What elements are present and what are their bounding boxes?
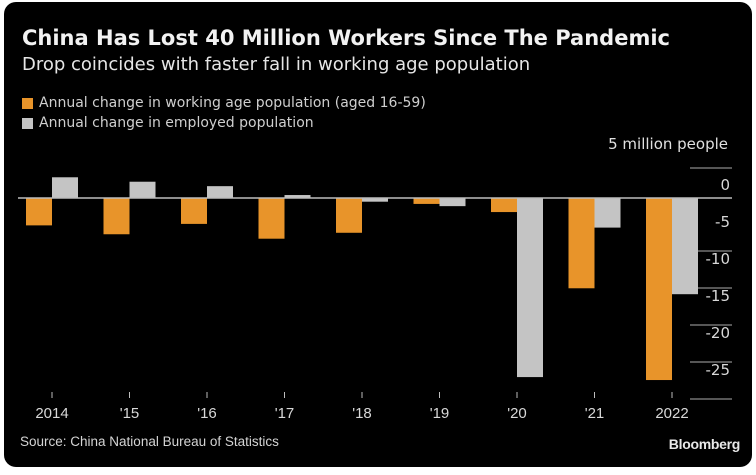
bar-employed [207,186,233,198]
legend-swatch-gray [22,117,33,129]
bar-working-age [258,198,285,239]
bar-employed [52,177,78,198]
chart-card: China Has Lost 40 Million Workers Since … [4,2,752,467]
legend-label: Annual change in employed population [39,115,314,131]
bar-employed [362,198,388,202]
chart-subtitle: Drop coincides with faster fall in worki… [22,54,531,75]
y-tick-label: -15 [706,287,731,305]
x-tick-label: '15 [120,405,140,422]
y-tick-label: -20 [706,324,731,342]
bar-working-age [491,198,517,213]
bar-employed [439,198,466,207]
bar-employed [517,198,543,378]
bar-working-age [103,198,130,235]
bar-working-age [181,198,207,224]
y-tick-label: -10 [706,250,731,268]
bar-working-age [568,198,595,289]
bar-working-age [336,198,362,233]
x-tick-label: 2014 [35,405,68,422]
x-tick-label: '17 [275,405,295,422]
bar-working-age [413,198,440,204]
y-tick-label: 0 [720,176,730,194]
legend-item-employed: Annual change in employed population [22,113,426,133]
x-tick-label: '20 [507,405,527,422]
chart-title: China Has Lost 40 Million Workers Since … [22,26,670,50]
x-tick-label: '18 [352,405,372,422]
x-tick-label: '19 [430,405,450,422]
bar-chart: 0 -5 -10 -15 -20 -25 2014 '15 '16 '17 '18 '19 '20 '21… [18,167,732,422]
bar-employed [672,198,698,295]
legend: Annual change in working age population … [22,93,426,133]
x-tick-label: '16 [197,405,217,422]
x-tick-label: 2022 [655,405,688,422]
bar-working-age [26,198,52,226]
bloomberg-logo: Bloomberg [668,436,741,452]
legend-swatch-orange [22,97,33,109]
bar-employed [594,198,621,228]
bar-working-age [646,198,672,381]
legend-label: Annual change in working age population … [39,95,426,111]
bar-employed [284,195,311,198]
y-tick-label: -5 [715,213,730,231]
source-note: Source: China National Bureau of Statist… [20,434,279,449]
bar-employed [129,181,156,198]
y-tick-label: -25 [706,361,731,379]
x-tick-label: '21 [585,405,605,422]
y-axis-unit-label: 5 million people [608,135,728,153]
legend-item-working-age: Annual change in working age population … [22,93,426,113]
